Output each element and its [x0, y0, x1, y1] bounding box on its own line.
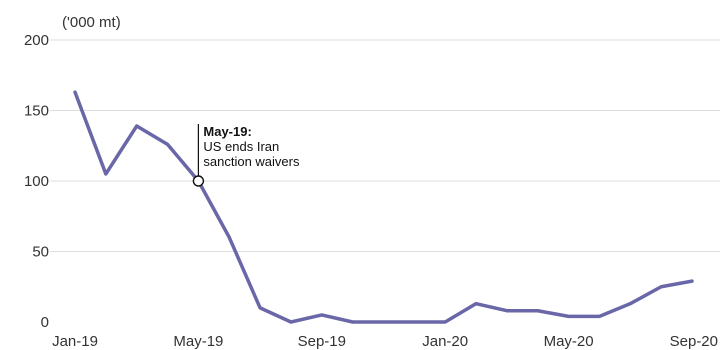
data-point	[320, 313, 324, 317]
data-point	[135, 124, 139, 128]
y-axis-unit-label: ('000 mt)	[62, 14, 121, 31]
series-line	[73, 90, 694, 324]
y-tick-label: 0	[41, 314, 49, 331]
data-point	[73, 90, 77, 94]
annotation-line-2: sanction waivers	[203, 154, 300, 169]
annotation-line-1: US ends Iran	[203, 139, 279, 154]
y-axis-ticks: 0 50 100 150 200	[24, 32, 49, 331]
annotation: May-19: US ends Iran sanction waivers	[192, 124, 300, 187]
data-point	[289, 320, 293, 324]
x-tick-label: Jan-19	[52, 333, 98, 350]
y-tick-label: 150	[24, 103, 49, 120]
data-point	[104, 172, 108, 176]
gridlines	[50, 39, 720, 252]
x-tick-label: Sep-20	[670, 333, 718, 350]
data-point	[536, 309, 540, 313]
data-point	[597, 314, 601, 318]
data-point	[628, 302, 632, 306]
data-point	[166, 142, 170, 146]
data-points	[73, 90, 694, 324]
data-point	[443, 320, 447, 324]
x-axis-ticks: Jan-19 May-19 Sep-19 Jan-20 May-20 Sep-20	[52, 333, 718, 350]
y-tick-label: 50	[32, 244, 49, 261]
y-tick-label: 200	[24, 32, 49, 49]
x-tick-label: May-19	[173, 333, 223, 350]
x-tick-label: May-20	[544, 333, 594, 350]
data-point	[474, 302, 478, 306]
y-tick-label: 100	[24, 173, 49, 190]
data-point	[227, 235, 231, 239]
annotation-title: May-19:	[203, 124, 251, 139]
data-point	[412, 320, 416, 324]
data-point	[567, 314, 571, 318]
data-point	[659, 285, 663, 289]
data-point	[382, 320, 386, 324]
annotation-marker	[192, 175, 205, 187]
data-point	[351, 320, 355, 324]
x-tick-label: Jan-20	[422, 333, 468, 350]
data-point	[258, 306, 262, 310]
x-tick-label: Sep-19	[298, 333, 346, 350]
data-point	[505, 309, 509, 313]
data-point	[690, 279, 694, 283]
